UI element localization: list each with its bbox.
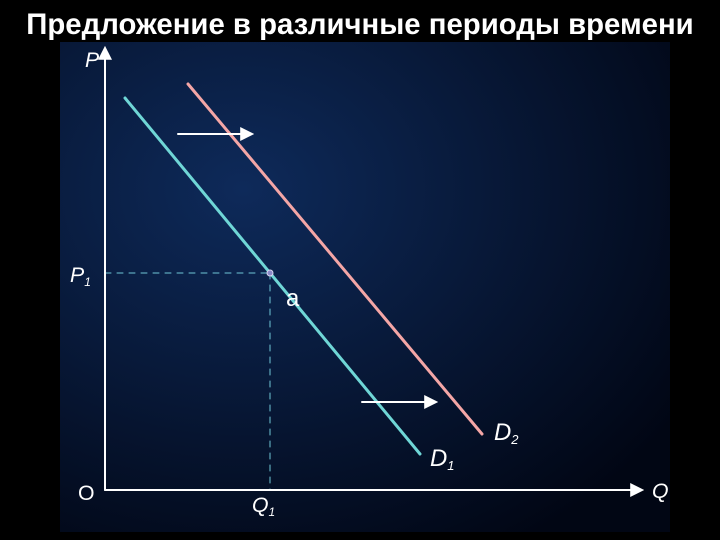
point-a xyxy=(267,270,273,276)
origin-label: O xyxy=(78,481,95,505)
chart-svg: P Q O P1 Q1 a D1 D2 xyxy=(60,42,670,532)
chart-background xyxy=(60,42,670,532)
chart-area: P Q O P1 Q1 a D1 D2 xyxy=(60,42,670,532)
slide: Предложение в различные периоды времени xyxy=(0,0,720,540)
slide-title: Предложение в различные периоды времени xyxy=(0,8,720,42)
point-a-label: a xyxy=(286,285,300,312)
x-axis-label: Q xyxy=(652,479,669,503)
y-axis-label: P xyxy=(85,48,100,72)
